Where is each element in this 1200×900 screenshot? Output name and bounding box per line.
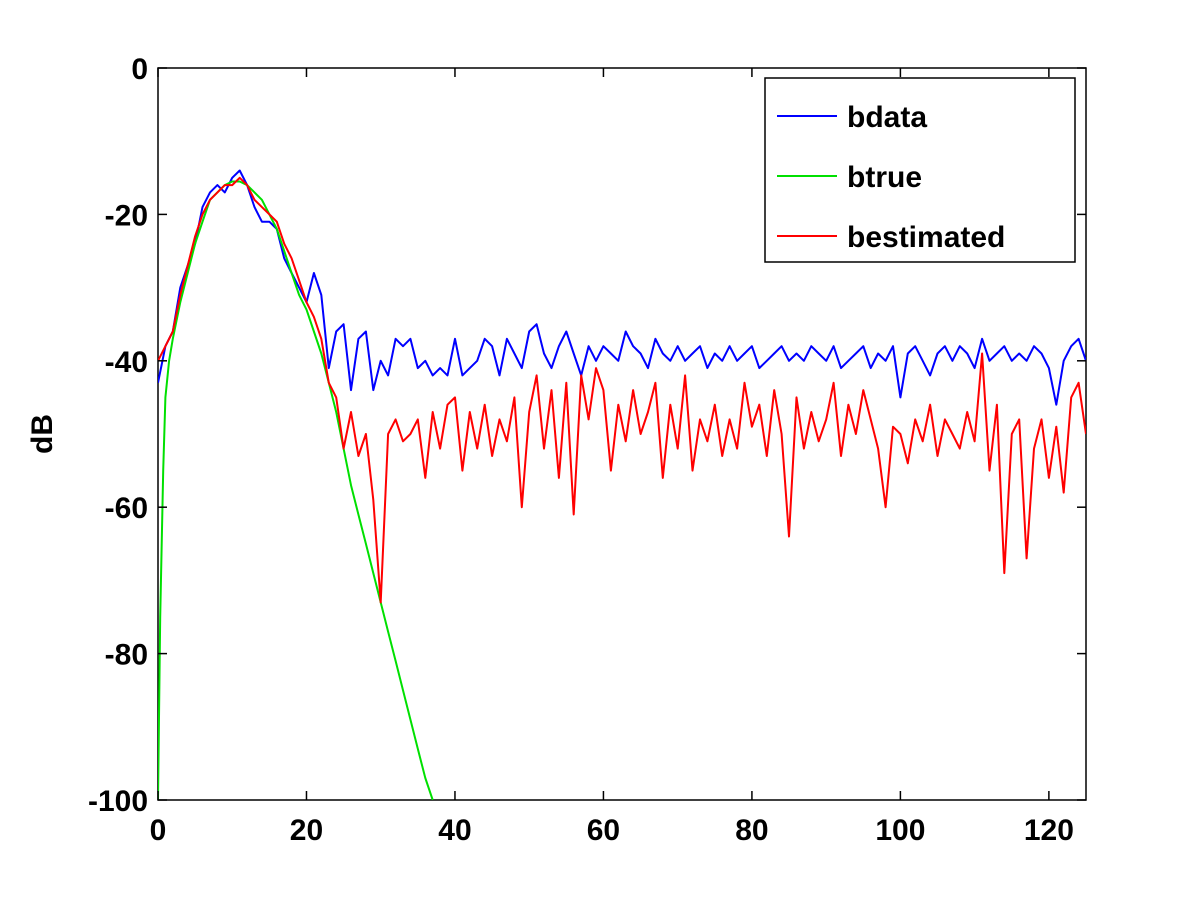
x-tick-label: 80 <box>735 814 768 847</box>
series-line-btrue <box>158 180 434 800</box>
y-axis-title: dB <box>26 414 59 454</box>
x-tick-label: 100 <box>875 814 925 847</box>
y-tick-label: 0 <box>131 53 148 86</box>
x-tick-label: 20 <box>290 814 323 847</box>
x-tick-label: 60 <box>587 814 620 847</box>
x-tick-label: 0 <box>150 814 167 847</box>
series-layer <box>158 169 1086 800</box>
x-tick-label: 40 <box>438 814 471 847</box>
y-tick-label: -80 <box>105 639 148 672</box>
y-tick-label: -20 <box>105 199 148 232</box>
legend-label-bdata: bdata <box>847 101 927 134</box>
y-tick-label: -60 <box>105 492 148 525</box>
ticks-layer: 0 20 40 60 80 100 120 0 -20 -40 -60 -80 -100 <box>88 53 1086 847</box>
series-line-bestimated <box>158 176 1086 604</box>
legend-label-btrue: btrue <box>847 161 922 194</box>
y-tick-label: -40 <box>105 346 148 379</box>
series-line-bdata <box>158 169 1086 406</box>
x-tick-label: 120 <box>1024 814 1074 847</box>
legend: bdata btrue bestimated <box>764 77 1076 263</box>
y-tick-label: -100 <box>88 785 148 818</box>
legend-label-bestimated: bestimated <box>847 221 1005 254</box>
legend-box <box>764 77 1076 263</box>
